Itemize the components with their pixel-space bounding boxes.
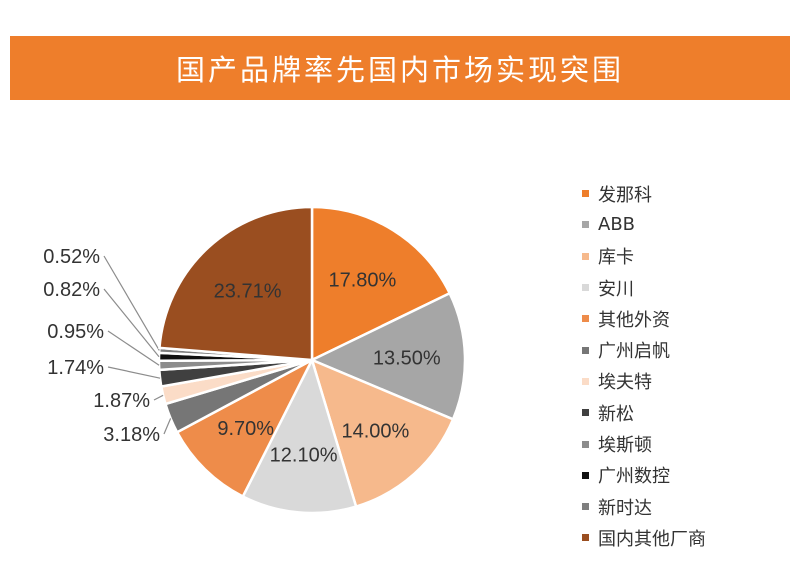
- slice-data-label: 3.18%: [103, 424, 160, 446]
- slice-data-label: 9.70%: [217, 418, 274, 440]
- legend-item: 安川: [582, 272, 782, 303]
- legend-item: 埃斯顿: [582, 428, 782, 459]
- legend-item: 广州数控: [582, 460, 782, 491]
- slice-data-label: 1.87%: [93, 390, 150, 412]
- legend-swatch: [582, 315, 589, 323]
- legend-swatch: [582, 346, 589, 354]
- legend-swatch: [582, 409, 589, 417]
- legend-swatch: [582, 440, 589, 448]
- legend-swatch: [582, 503, 589, 511]
- legend-label: 安川: [598, 278, 634, 300]
- legend-swatch: [582, 471, 589, 479]
- legend-label: 埃夫特: [598, 372, 652, 394]
- slice-data-label: 13.50%: [373, 348, 441, 370]
- title-banner: 国产品牌率先国内市场实现突围: [10, 36, 790, 100]
- slice-data-label: 1.74%: [47, 357, 104, 379]
- pie-slice: [175, 357, 315, 499]
- legend-item: 库卡: [582, 241, 782, 272]
- slice-data-label: 12.10%: [270, 445, 338, 467]
- legend-label: 广州启帆: [598, 341, 670, 363]
- legend-item: 新时达: [582, 491, 782, 522]
- pie-slice: [308, 291, 467, 421]
- pie-slice: [310, 205, 452, 362]
- leader-line: [163, 418, 172, 435]
- legend-label: 发那科: [598, 184, 652, 206]
- slice-data-label: 0.95%: [47, 321, 104, 343]
- legend-item: 埃夫特: [582, 366, 782, 397]
- slice-data-label: 17.80%: [328, 270, 396, 292]
- legend-swatch: [582, 190, 589, 198]
- leader-line: [103, 288, 160, 358]
- legend-label: 埃斯顿: [598, 435, 652, 457]
- legend-item: 发那科: [582, 178, 782, 209]
- legend-swatch: [582, 284, 589, 292]
- slice-data-label: 0.52%: [43, 246, 100, 268]
- leader-line: [153, 394, 164, 401]
- slice-data-label: 23.71%: [214, 280, 282, 302]
- pie-slice: [158, 205, 314, 362]
- legend-label: ABB: [598, 214, 636, 236]
- legend-swatch: [582, 221, 589, 229]
- chart-legend: 发那科 ABB 库卡安川其他外资广州启帆埃夫特新松埃斯顿广州数控新时达国内其他厂商: [582, 178, 782, 554]
- legend-label: 新时达: [598, 497, 652, 519]
- slice-data-label: 14.00%: [341, 421, 409, 443]
- pie-slice: [241, 356, 358, 515]
- legend-swatch: [582, 534, 589, 542]
- legend-item: ABB: [582, 209, 782, 240]
- legend-item: 其他外资: [582, 303, 782, 334]
- legend-label: 库卡: [598, 247, 634, 269]
- legend-item: 国内其他厂商: [582, 522, 782, 553]
- leader-line: [107, 366, 161, 379]
- slice-data-label: 0.82%: [43, 279, 100, 301]
- legend-swatch: [582, 377, 589, 385]
- legend-label: 广州数控: [598, 466, 670, 488]
- legend-label: 其他外资: [598, 309, 670, 331]
- legend-label: 国内其他厂商: [598, 528, 706, 550]
- legend-item: 新松: [582, 397, 782, 428]
- legend-swatch: [582, 252, 589, 260]
- legend-item: 广州启帆: [582, 334, 782, 365]
- pie-slice: [310, 357, 455, 509]
- leader-line: [107, 330, 160, 366]
- leader-line: [103, 255, 160, 351]
- chart-title: 国产品牌率先国内市场实现突围: [175, 53, 624, 87]
- legend-label: 新松: [598, 403, 634, 425]
